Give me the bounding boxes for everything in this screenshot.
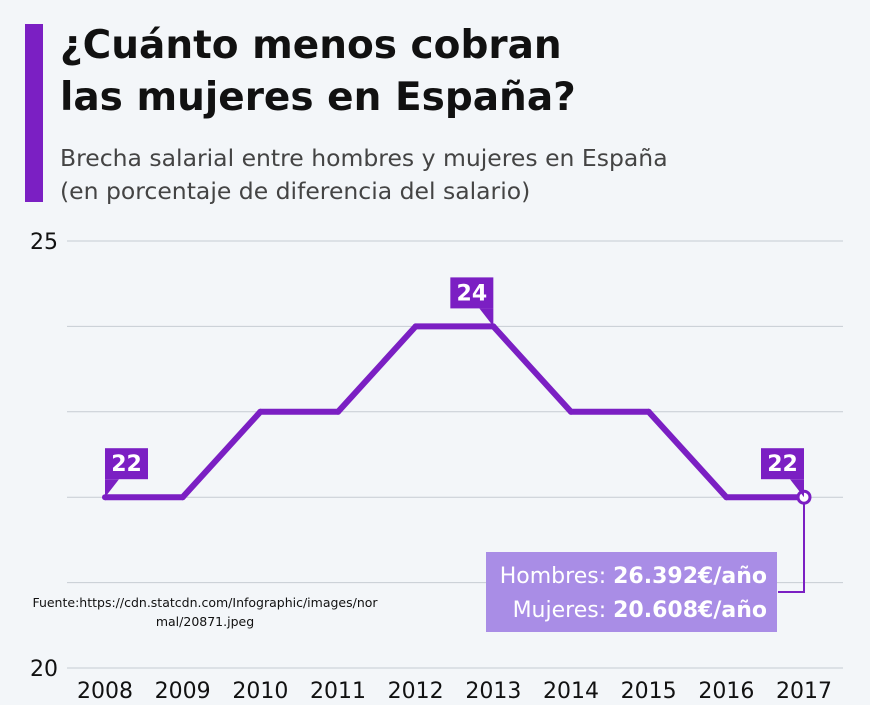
data-label-pointer [479,308,494,327]
data-point [257,408,264,415]
data-labels: 22 24 22 [105,277,804,498]
data-label: 22 [761,448,804,498]
chart-subtitle: Brecha salarial entre hombres y mujeres … [60,142,850,208]
y-tick-label: 20 [30,657,58,682]
x-tick-label: 2008 [77,679,133,704]
data-label-box [761,448,804,480]
x-tick-label: 2010 [232,679,288,704]
data-point [412,323,419,330]
data-label: 22 [105,448,148,498]
data-point [723,494,730,501]
x-axis-ticks: 2008 2009 2010 2011 2012 2013 2014 2015 2016 2017 [77,679,832,704]
subtitle-line-2: (en porcentaje de diferencia del salario… [60,177,531,205]
x-tick-label: 2016 [698,679,754,704]
x-tick-label: 2013 [465,679,521,704]
source-note: Fuente:https://cdn.statcdn.com/Infograph… [25,593,385,631]
data-point [179,494,186,501]
title-line-1: ¿Cuánto menos cobran [60,23,562,68]
hombres-row: Hombres: 26.392€/año [486,560,767,594]
x-tick-label: 2015 [621,679,677,704]
data-label-pointer [105,479,119,498]
x-tick-label: 2017 [776,679,832,704]
x-tick-label: 2014 [543,679,599,704]
series-line [105,323,804,501]
source-line-2: mal/20871.jpeg [155,614,255,629]
data-label-pointer [790,479,804,498]
mujeres-value: 20.608€/año [613,598,767,623]
data-point [335,408,341,415]
y-axis-ticks: 25 20 [30,230,58,682]
hombres-value: 26.392€/año [613,564,767,589]
salary-info-box: Hombres: 26.392€/año Mujeres: 20.608€/añ… [486,552,777,632]
data-point [568,408,574,415]
data-label-text: 22 [111,452,142,477]
callout-connector [778,503,805,593]
chart-title: ¿Cuánto menos cobran las mujeres en Espa… [60,20,850,124]
data-label-box [450,277,494,309]
mujeres-row: Mujeres: 20.608€/año [486,594,767,628]
data-label-box [105,448,148,480]
x-tick-label: 2011 [310,679,366,704]
source-line-1: Fuente:https://cdn.statcdn.com/Infograph… [32,595,378,610]
x-tick-label: 2009 [155,679,211,704]
hombres-label: Hombres: [499,564,614,589]
data-points [102,323,812,505]
x-tick-label: 2012 [388,679,444,704]
y-tick-label: 25 [30,230,58,255]
data-label-text: 24 [457,281,488,306]
data-point [645,408,652,415]
subtitle-line-1: Brecha salarial entre hombres y mujeres … [60,144,668,172]
mujeres-label: Mujeres: [512,598,614,623]
title-line-2: las mujeres en España? [60,75,576,120]
data-label-text: 22 [767,452,798,477]
accent-bar [25,24,43,202]
data-label: 24 [450,277,494,327]
